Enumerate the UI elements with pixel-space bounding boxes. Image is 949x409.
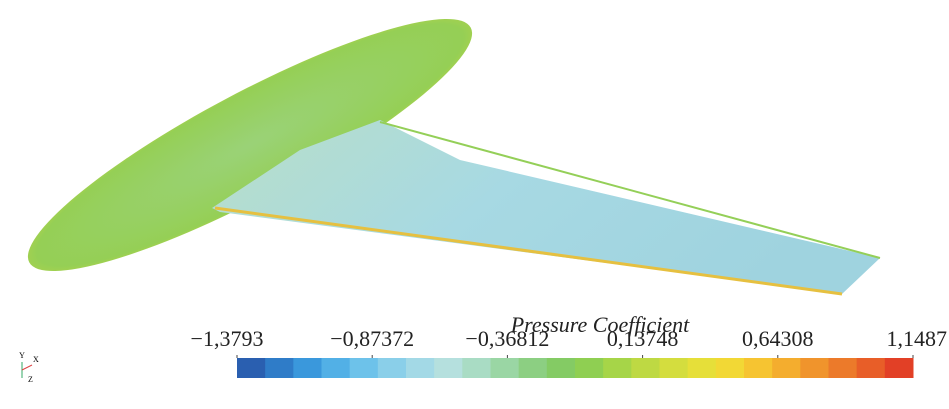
color-segment: [462, 358, 491, 378]
tick-label: −0,87372: [330, 326, 414, 351]
color-segment: [350, 358, 379, 378]
tick-label: 1,1487: [887, 326, 948, 351]
color-segment: [885, 358, 914, 378]
axes-icon: Y X Z: [19, 351, 39, 384]
color-segment: [547, 358, 576, 378]
tick-label: −0,36812: [465, 326, 549, 351]
color-segment: [744, 358, 773, 378]
model: [5, 0, 880, 308]
color-segment: [603, 358, 632, 378]
color-segment: [857, 358, 886, 378]
tick-label: 0,64308: [742, 326, 814, 351]
color-segment: [434, 358, 463, 378]
axis-label: Z: [28, 375, 33, 384]
color-segment: [265, 358, 294, 378]
figure: Y X Z Pressure Coefficient −1,3793−0,873…: [0, 0, 949, 404]
tick-label: 0,13748: [607, 326, 679, 351]
color-segment: [406, 358, 435, 378]
axis-label: X: [33, 355, 39, 364]
color-segment: [519, 358, 548, 378]
color-segment: [322, 358, 351, 378]
color-segment: [688, 358, 717, 378]
color-segment: [631, 358, 660, 378]
fuselage: [212, 120, 880, 294]
color-segment: [800, 358, 829, 378]
color-segment: [491, 358, 520, 378]
color-segment: [575, 358, 604, 378]
color-segment: [772, 358, 801, 378]
tick-label: −1,3793: [191, 326, 264, 351]
color-segment: [716, 358, 745, 378]
color-segment: [829, 358, 858, 378]
axis-label: Y: [19, 351, 25, 360]
axis-line: [22, 365, 32, 370]
color-segment: [660, 358, 689, 378]
page: Y X Z Pressure Coefficient −1,3793−0,873…: [0, 0, 949, 404]
color-segment: [293, 358, 322, 378]
color-segment: [237, 358, 266, 378]
color-segment: [378, 358, 407, 378]
